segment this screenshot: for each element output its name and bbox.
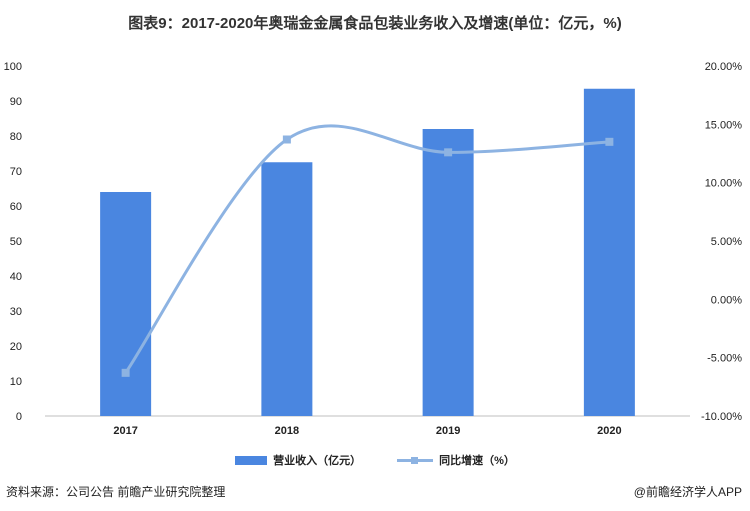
growth-line — [124, 124, 610, 374]
growth-point-2018 — [282, 135, 291, 144]
legend: 营业收入（亿元） 同比增速（%） — [0, 452, 750, 468]
growth-point-2020 — [605, 137, 614, 146]
legend-label-revenue: 营业收入（亿元） — [273, 455, 362, 467]
y-left-tick-label: 0 — [16, 411, 22, 423]
y-left-tick-label: 60 — [10, 201, 22, 213]
x-tick-label-2018: 2018 — [275, 425, 299, 437]
legend-item-revenue: 营业收入（亿元） — [235, 452, 361, 468]
y-right-tick-label: 20.00% — [705, 61, 743, 73]
bar-2019 — [422, 129, 474, 416]
legend-item-growth: 同比增速（%） — [397, 452, 515, 468]
legend-label-growth: 同比增速（%） — [439, 455, 515, 467]
y-right-tick-label: 10.00% — [705, 178, 743, 190]
source-note: 资料来源：公司公告 前瞻产业研究院整理 — [6, 485, 226, 499]
y-left-tick-label: 20 — [10, 341, 22, 353]
y-left-tick-label: 30 — [10, 306, 22, 318]
y-left-tick-label: 70 — [10, 166, 22, 178]
growth-point-2019 — [444, 148, 453, 157]
legend-swatch-line — [397, 456, 434, 465]
y-right-tick-label: -5.00% — [707, 353, 742, 365]
y-right-tick-label: -10.00% — [701, 411, 742, 423]
y-left-tick-label: 40 — [10, 271, 22, 283]
bar-2018 — [261, 162, 313, 416]
chart-title: 图表9：2017-2020年奥瑞金金属食品包装业务收入及增速(单位：亿元，%) — [128, 15, 622, 32]
growth-point-2017 — [121, 368, 130, 377]
y-left-tick-label: 10 — [10, 376, 22, 388]
y-left-tick-label: 50 — [10, 236, 22, 248]
y-right-tick-label: 0.00% — [711, 294, 742, 306]
brand-credit: @前瞻经济学人APP — [633, 485, 742, 499]
x-tick-label-2017: 2017 — [113, 425, 137, 437]
y-right-tick-label: 15.00% — [705, 119, 743, 131]
y-left-tick-label: 80 — [10, 131, 22, 143]
bar-2017 — [100, 192, 152, 416]
x-tick-label-2019: 2019 — [436, 425, 460, 437]
y-left-tick-label: 90 — [10, 96, 22, 108]
x-tick-label-2020: 2020 — [597, 425, 621, 437]
y-right-tick-label: 5.00% — [711, 236, 742, 248]
y-left-tick-label: 100 — [4, 61, 22, 73]
legend-swatch-bar — [235, 455, 268, 465]
